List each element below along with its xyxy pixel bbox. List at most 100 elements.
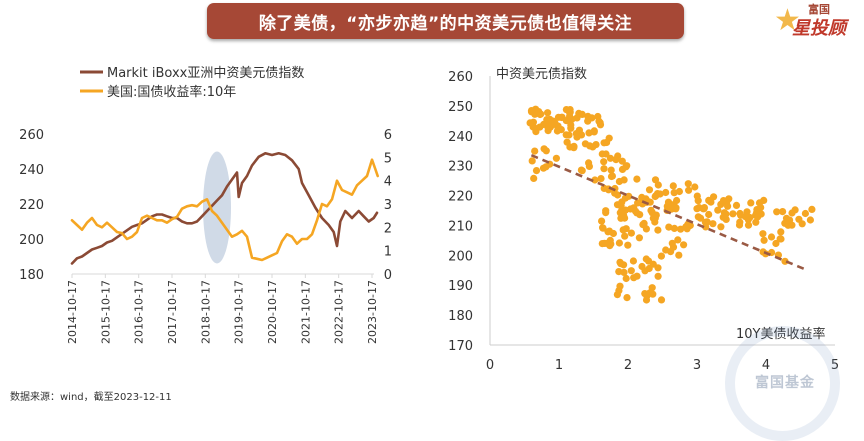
scatter-point xyxy=(614,191,622,199)
scatter-point xyxy=(795,215,803,223)
scatter-point xyxy=(651,192,659,201)
scatter-point xyxy=(544,118,552,126)
y-tick-label: 240 xyxy=(448,130,473,145)
scatter-point xyxy=(685,186,693,194)
scatter-point xyxy=(575,131,583,139)
scatter-point xyxy=(654,272,662,280)
scatter-point xyxy=(642,255,650,263)
scatter-point xyxy=(675,187,683,196)
scatter-point xyxy=(699,205,707,213)
x-tick-label: 1 xyxy=(555,358,563,373)
x-tick-label: 0 xyxy=(486,358,494,373)
x-tick-label: 3 xyxy=(693,358,701,373)
scatter-point xyxy=(531,147,539,155)
scatter-point xyxy=(786,216,794,224)
scatter-point xyxy=(747,199,755,207)
legend-label: 美国:国债收益率:10年 xyxy=(107,84,236,100)
scatter-point xyxy=(530,174,538,182)
scatter-point xyxy=(717,200,725,208)
y-tick-label-right: 0 xyxy=(384,268,392,283)
x-tick-label: 2014-10-17 xyxy=(66,280,79,344)
scatter-point xyxy=(744,216,752,224)
scatter-point xyxy=(620,268,628,276)
scatter-point xyxy=(645,186,654,194)
scatter-point xyxy=(709,220,717,228)
scatter-point xyxy=(717,223,725,231)
y-tick-label: 200 xyxy=(448,249,473,264)
scatter-point xyxy=(622,274,630,283)
scatter-point xyxy=(625,192,633,200)
scatter-point xyxy=(621,232,629,240)
scatter-point xyxy=(566,112,574,120)
y-axis-title: 中资美元债指数 xyxy=(496,67,587,82)
scatter-point xyxy=(536,110,544,119)
scatter-point xyxy=(691,183,699,191)
scatter-point xyxy=(536,123,544,131)
scatter-point xyxy=(729,210,737,218)
scatter-point xyxy=(618,157,626,165)
scatter-point xyxy=(600,139,608,147)
scatter-point xyxy=(544,109,552,117)
scatter-point xyxy=(597,175,605,183)
y-tick-label: 190 xyxy=(448,279,473,294)
logo-top-text: 富国 xyxy=(808,3,830,16)
scatter-point xyxy=(540,145,548,153)
scatter-point xyxy=(633,272,641,280)
scatter-point xyxy=(577,166,585,174)
legend-label: Markit iBoxx亚洲中资美元债指数 xyxy=(107,66,304,81)
scatter-point xyxy=(757,203,765,212)
scatter-point xyxy=(526,119,534,127)
scatter-point xyxy=(598,240,606,248)
scatter-point xyxy=(605,227,613,235)
scatter-point xyxy=(808,205,816,213)
scatter-point xyxy=(801,209,809,218)
y-tick-label-right: 5 xyxy=(384,151,392,166)
scatter-point xyxy=(646,289,654,297)
scatter-point xyxy=(624,241,632,249)
scatter-point xyxy=(777,235,785,243)
scatter-point xyxy=(684,180,692,188)
scatter-point xyxy=(527,107,536,115)
scatter-point xyxy=(647,206,655,214)
scatter-point xyxy=(693,192,701,200)
scatter-point xyxy=(710,193,718,201)
line-chart: 180 200 220 240 260 0 1 2 3 4 5 6 2014-10-17 2015-10-… xyxy=(19,66,392,344)
scatter-point xyxy=(719,213,727,221)
scatter-point xyxy=(619,226,627,234)
scatter-point xyxy=(670,224,678,232)
scatter-point xyxy=(788,209,796,217)
x-tick-label: 2022-10-17 xyxy=(333,280,346,344)
scatter-point xyxy=(662,246,670,254)
scatter-point xyxy=(696,214,705,222)
trend-line xyxy=(530,154,808,272)
scatter-point xyxy=(662,188,670,197)
scatter-point xyxy=(674,236,682,244)
scatter-point xyxy=(616,282,624,290)
scatter-point xyxy=(635,234,643,242)
x-tick-label: 2023-10-17 xyxy=(366,280,379,344)
page-title: 除了美债，“亦步亦趋”的中资美元债也值得关注 xyxy=(258,14,633,34)
source-note: 数据来源：wind，截至2023-12-11 xyxy=(10,392,172,403)
watermark-logo: 富国基金 xyxy=(715,316,860,441)
scatter-point xyxy=(669,182,677,190)
scatter-point xyxy=(671,203,679,211)
scatter-point xyxy=(702,223,710,231)
y-tick-label-left: 180 xyxy=(19,268,44,283)
x-tick-label: 2017-10-17 xyxy=(166,280,179,344)
scatter-point xyxy=(584,117,592,125)
scatter-point xyxy=(629,257,637,265)
scatter-point xyxy=(528,157,536,165)
highlight-ellipse xyxy=(203,151,231,264)
scatter-point xyxy=(617,260,625,268)
scatter-point xyxy=(591,176,599,184)
scatter-point xyxy=(623,294,631,302)
scatter-point xyxy=(585,129,593,137)
scatter-point xyxy=(705,210,713,219)
scatter-point xyxy=(620,176,628,184)
y-tick-label: 250 xyxy=(448,100,473,115)
scatter-point xyxy=(608,172,616,180)
scatter-point xyxy=(737,211,745,219)
y-tick-label: 260 xyxy=(448,70,473,85)
y-tick-label: 180 xyxy=(448,309,473,324)
